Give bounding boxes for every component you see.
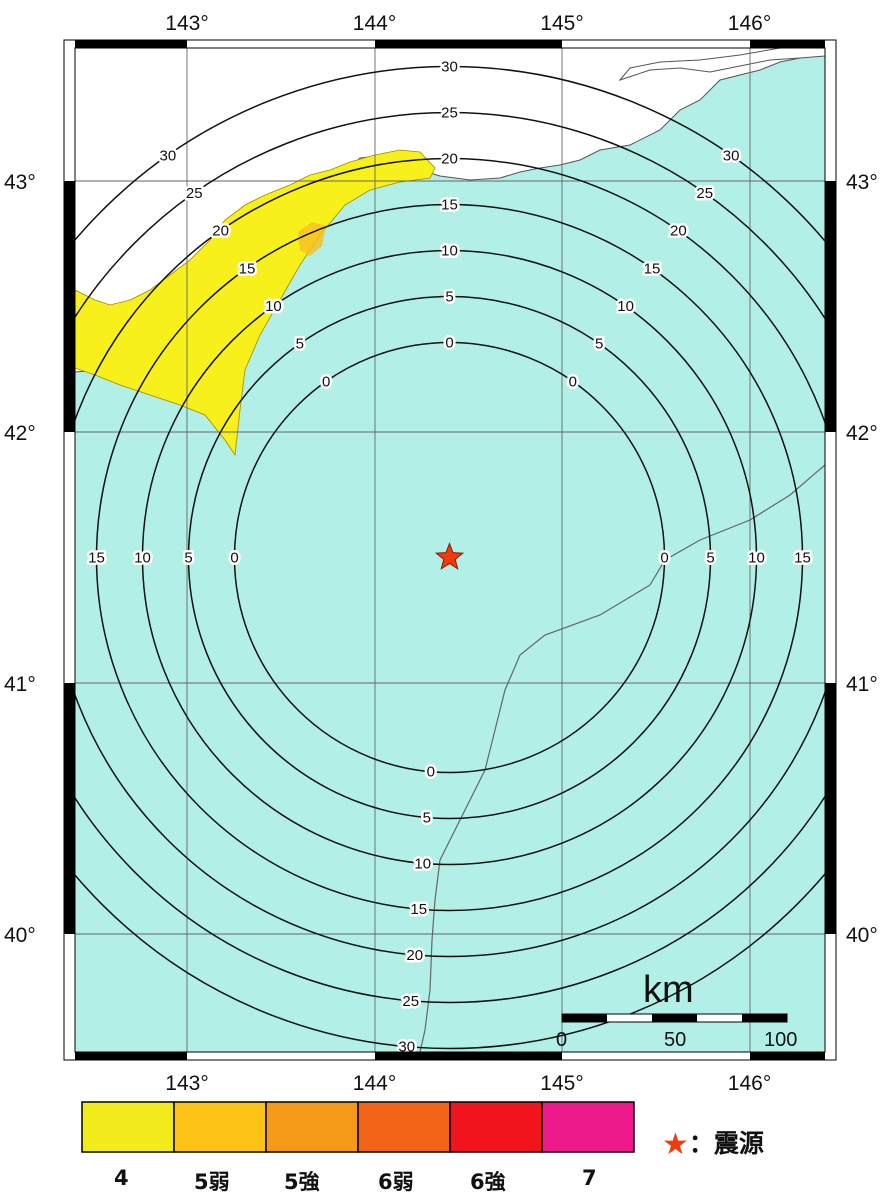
contour-20 [75, 157, 825, 958]
left-lat-label-40: 40° [4, 924, 36, 947]
scale-tick-0: 0 [556, 1029, 567, 1051]
legend-label-5-strong: 5強 [284, 1170, 320, 1194]
bottom-lon-label-144: 144° [353, 1072, 396, 1095]
contour-5 [187, 295, 712, 820]
legend-label-6-strong: 6強 [470, 1170, 506, 1194]
axis-tick-labels: 143° 143° 144° 144° 145° 145° 146° 146° 43° 43° 42… [4, 12, 878, 1095]
contour-label-0: 0 [445, 335, 453, 352]
epicenter-legend: ★：震源 [662, 1124, 764, 1162]
contour-label-10: 10 [748, 550, 765, 567]
left-lat-label-43: 43° [4, 171, 36, 194]
map-frame-segments [64, 40, 836, 1060]
top-lon-label-143: 143° [165, 12, 208, 35]
contour-label-5: 5 [296, 336, 304, 353]
graticule [75, 48, 825, 1052]
contour-lines [75, 65, 825, 1050]
right-lat-label-42: 42° [846, 422, 878, 445]
legend-label-6-weak: 6弱 [378, 1170, 414, 1194]
legend-label-7: 7 [582, 1166, 597, 1190]
legend-swatch-0 [81, 1101, 175, 1153]
contour-label-15: 15 [794, 550, 811, 567]
contour-label-10: 10 [617, 298, 634, 315]
contour-label-0: 0 [427, 764, 435, 781]
left-lat-label-42: 42° [4, 422, 36, 445]
contour-label-5: 5 [184, 550, 192, 567]
epicenter-legend-star-icon: ★ [662, 1127, 689, 1162]
right-lat-label-40: 40° [846, 924, 878, 947]
intensity-legend [81, 1101, 635, 1153]
top-lon-label-145: 145° [540, 12, 583, 35]
contour-label-20: 20 [441, 151, 458, 168]
contour-label-20: 20 [406, 947, 423, 964]
legend-swatch-5 [541, 1101, 635, 1153]
contour-label-25: 25 [696, 185, 713, 202]
contour-label-25: 25 [0, 550, 13, 567]
contour-label-5: 5 [423, 810, 431, 827]
intensity-5-weak-patch [298, 222, 326, 256]
top-lon-label-144: 144° [353, 12, 396, 35]
legend-swatch-1 [173, 1101, 267, 1153]
scale-bar: km 0 50 100 [556, 969, 797, 1051]
contour-label-0: 0 [230, 550, 238, 567]
right-lat-label-41: 41° [846, 673, 878, 696]
plate-boundary-line [419, 464, 825, 1052]
contour-30 [75, 65, 825, 1050]
contour-label-30: 30 [160, 147, 177, 164]
scale-tick-50: 50 [664, 1029, 686, 1051]
legend-label-4: 4 [114, 1166, 129, 1190]
contour-label-15: 15 [88, 550, 105, 567]
contour-label-10: 10 [134, 550, 151, 567]
contour-label-15: 15 [239, 260, 256, 277]
contour-label-30: 30 [398, 1039, 415, 1056]
contour-label-30: 30 [723, 147, 740, 164]
contour-label-0: 0 [660, 550, 668, 567]
left-lat-label-41: 41° [4, 673, 36, 696]
epicenter-star-icon [434, 542, 465, 570]
contour-25 [75, 111, 825, 1004]
intensity-4-area [75, 149, 436, 457]
contour-label-20: 20 [840, 550, 857, 567]
scale-tick-100: 100 [764, 1029, 797, 1051]
contour-label-25: 25 [441, 105, 458, 122]
contour-labels: 0 0 0 0 0 0 5 5 5 5 5 5 10 10 10 10 10 10 15 15 15 15 15 15 20 20… [0, 56, 891, 1056]
legend-label-5-weak: 5弱 [194, 1170, 230, 1194]
contour-label-20: 20 [212, 223, 229, 240]
contour-label-15: 15 [441, 197, 458, 214]
contour-label-15: 15 [410, 901, 427, 918]
contour-label-5: 5 [706, 550, 714, 567]
contour-label-20: 20 [670, 223, 687, 240]
contour-label-25: 25 [186, 185, 203, 202]
bottom-lon-label-146: 146° [728, 1072, 771, 1095]
contour-label-5: 5 [595, 336, 603, 353]
right-lat-label-43: 43° [846, 171, 878, 194]
contour-label-0: 0 [322, 373, 330, 390]
land-eastern-islands [618, 48, 825, 82]
contour-label-25: 25 [886, 550, 891, 567]
contour-label-20: 20 [42, 550, 59, 567]
contour-label-10: 10 [441, 243, 458, 260]
contour-label-10: 10 [265, 298, 282, 315]
top-lon-label-146: 146° [728, 12, 771, 35]
legend-swatch-4 [449, 1101, 543, 1153]
contour-label-0: 0 [569, 373, 577, 390]
contour-label-30: 30 [441, 59, 458, 76]
legend-swatch-2 [265, 1101, 359, 1153]
legend-swatch-3 [357, 1101, 451, 1153]
bottom-lon-label-143: 143° [165, 1072, 208, 1095]
epicenter-legend-label: ：震源 [688, 1129, 764, 1158]
contour-15 [95, 203, 804, 912]
contour-10 [141, 249, 758, 866]
contour-label-25: 25 [402, 993, 419, 1010]
contour-label-10: 10 [414, 855, 431, 872]
contour-label-5: 5 [445, 289, 453, 306]
contour-label-15: 15 [644, 260, 661, 277]
bottom-lon-label-145: 145° [540, 1072, 583, 1095]
contour-0 [233, 341, 666, 774]
scale-unit: km [643, 969, 694, 1011]
